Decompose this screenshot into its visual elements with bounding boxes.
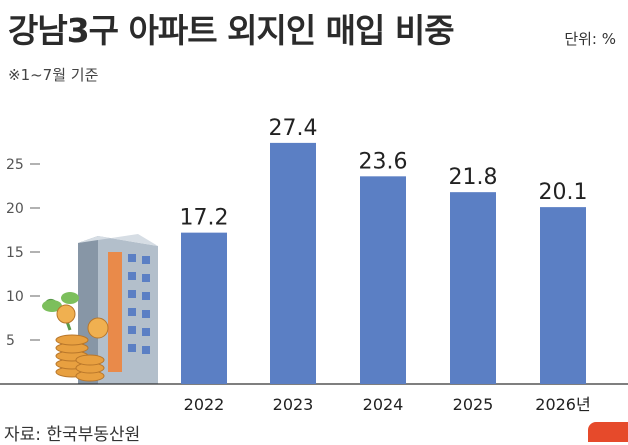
x-category-label: 2025 bbox=[453, 395, 494, 414]
y-tick-label: 10 bbox=[6, 289, 24, 305]
unit-label: 단위: % bbox=[564, 30, 616, 48]
x-category-label: 2022 bbox=[184, 395, 225, 414]
bar bbox=[270, 142, 316, 384]
x-category-label: 2026년 bbox=[535, 395, 590, 414]
bar-value-label: 17.2 bbox=[180, 206, 229, 231]
bar-value-label: 27.4 bbox=[269, 116, 318, 141]
y-tick-label: 20 bbox=[6, 201, 24, 217]
x-category-label: 2023 bbox=[273, 395, 314, 414]
page-title: 강남3구 아파트 외지인 매입 비중 bbox=[8, 11, 455, 50]
subtitle: ※1~7월 기준 bbox=[8, 66, 99, 84]
bar bbox=[181, 232, 227, 384]
logo-badge bbox=[588, 422, 628, 442]
bar-value-label: 21.8 bbox=[449, 165, 498, 190]
bar bbox=[360, 176, 406, 384]
y-tick-label: 25 bbox=[6, 157, 24, 173]
bar bbox=[540, 207, 586, 384]
y-tick-label: 15 bbox=[6, 245, 24, 261]
y-tick-label: 5 bbox=[6, 333, 15, 349]
source-note: 자료: 한국부동산원 bbox=[4, 425, 141, 445]
bar-value-label: 23.6 bbox=[359, 149, 408, 174]
bar bbox=[450, 192, 496, 384]
bar-value-label: 20.1 bbox=[539, 180, 588, 205]
x-category-label: 2024 bbox=[363, 395, 404, 414]
apartment-building-with-coins-icon bbox=[42, 234, 158, 384]
